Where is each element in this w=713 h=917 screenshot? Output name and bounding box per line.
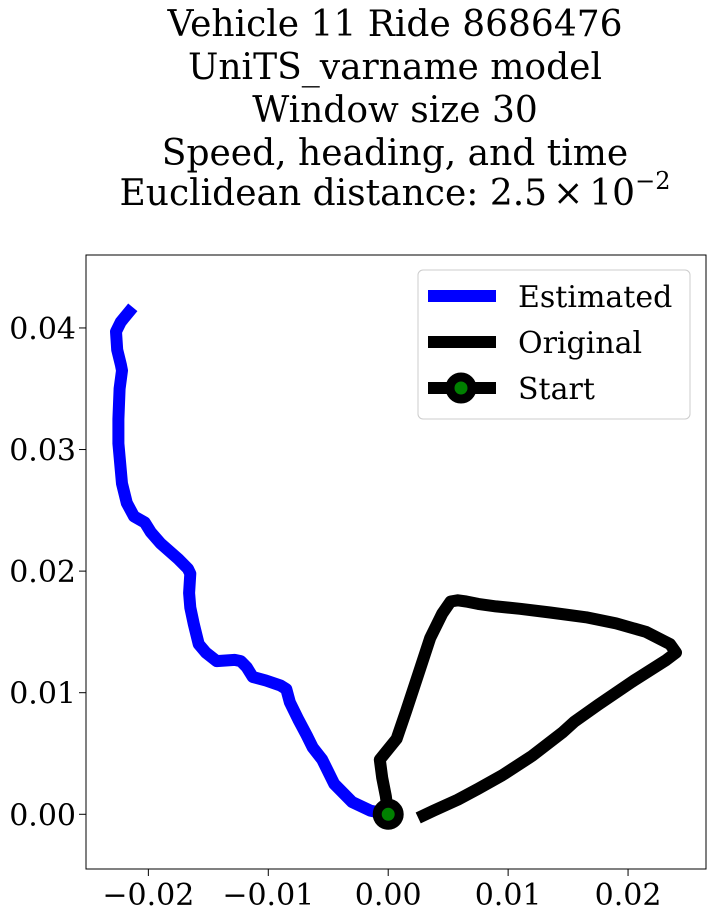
chart-title: Vehicle 11 Ride 8686476 UniTS_varname mo… (120, 4, 671, 214)
title-distance-line: Euclidean distance: 2.5 × 10−2 (120, 167, 671, 214)
x-axis-ticks: −0.02 −0.01 0.00 0.01 0.02 (102, 869, 661, 913)
x-tick-label: −0.01 (222, 878, 314, 913)
title-distance-exponent: −2 (635, 167, 670, 195)
x-tick-label: −0.02 (102, 878, 194, 913)
title-distance-prefix: Euclidean distance: (120, 173, 490, 214)
marker-layer (372, 798, 404, 830)
legend-label-estimated: Estimated (518, 280, 672, 315)
legend: Estimated Original Start (417, 269, 691, 420)
plot-frame (85, 254, 707, 870)
y-tick-label: 0.04 (9, 312, 76, 347)
legend-label-original: Original (518, 326, 642, 361)
series-line-estimated (110, 303, 390, 821)
title-line-1: Vehicle 11 Ride 8686476 (166, 4, 622, 45)
legend-label-start: Start (518, 372, 595, 407)
series-line-original (373, 594, 682, 824)
start-marker (372, 798, 404, 830)
legend-swatch-start-marker (445, 372, 477, 404)
y-tick-label: 0.01 (9, 677, 76, 712)
legend-box (417, 269, 691, 420)
x-tick-label: 0.01 (475, 878, 542, 913)
title-distance-mantissa: 2.5 (490, 173, 547, 214)
x-tick-label: 0.00 (355, 878, 422, 913)
title-distance-times: × (553, 173, 583, 214)
title-distance-base: 10 (589, 173, 635, 214)
y-tick-label: 0.02 (9, 555, 76, 590)
x-tick-label: 0.02 (595, 878, 662, 913)
y-axis-ticks: 0.00 0.01 0.02 0.03 0.04 (9, 312, 86, 833)
y-tick-label: 0.03 (9, 434, 76, 469)
series-layer (110, 303, 682, 824)
title-line-3: Window size 30 (252, 90, 538, 131)
title-line-4: Speed, heading, and time (162, 133, 628, 174)
title-line-2: UniTS_varname model (188, 47, 602, 88)
y-tick-label: 0.00 (9, 798, 76, 833)
